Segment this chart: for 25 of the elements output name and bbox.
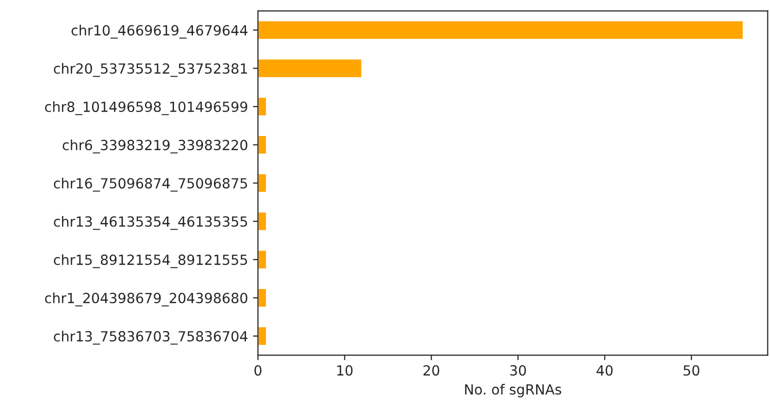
y-tick-label: chr13_46135354_46135355 xyxy=(54,216,248,230)
x-tick-label: 0 xyxy=(254,365,262,376)
x-tick-label: 10 xyxy=(337,365,353,376)
x-axis-title: No. of sgRNAs xyxy=(465,384,562,398)
bar xyxy=(258,211,268,232)
y-tick-label: chr10_4669619_4679644 xyxy=(72,24,248,39)
y-tick-label: chr1_204398679_204398680 xyxy=(45,292,248,306)
y-tick-label: chr20_53735512_53752381 xyxy=(54,63,247,77)
bar xyxy=(258,96,268,117)
bar xyxy=(258,249,268,270)
bar xyxy=(258,326,268,346)
x-tick-label: 30 xyxy=(510,365,526,376)
bar xyxy=(258,288,268,308)
y-tick-label: chr8_101496598_101496599 xyxy=(45,101,248,116)
y-tick-label: chr6_33983219_33983220 xyxy=(62,140,248,154)
bar xyxy=(258,134,268,156)
bar xyxy=(258,20,744,40)
x-tick-label: 20 xyxy=(424,365,440,376)
y-tick-label: chr13_75836703_75836704 xyxy=(54,330,248,345)
y-tick-label: chr16_75096874_75096875 xyxy=(54,178,248,192)
x-tick-label: 50 xyxy=(684,365,700,376)
bar xyxy=(258,172,268,194)
bar xyxy=(258,58,363,79)
y-tick-label: chr15_89121554_89121555 xyxy=(54,254,248,268)
x-tick-label: 40 xyxy=(596,365,613,376)
